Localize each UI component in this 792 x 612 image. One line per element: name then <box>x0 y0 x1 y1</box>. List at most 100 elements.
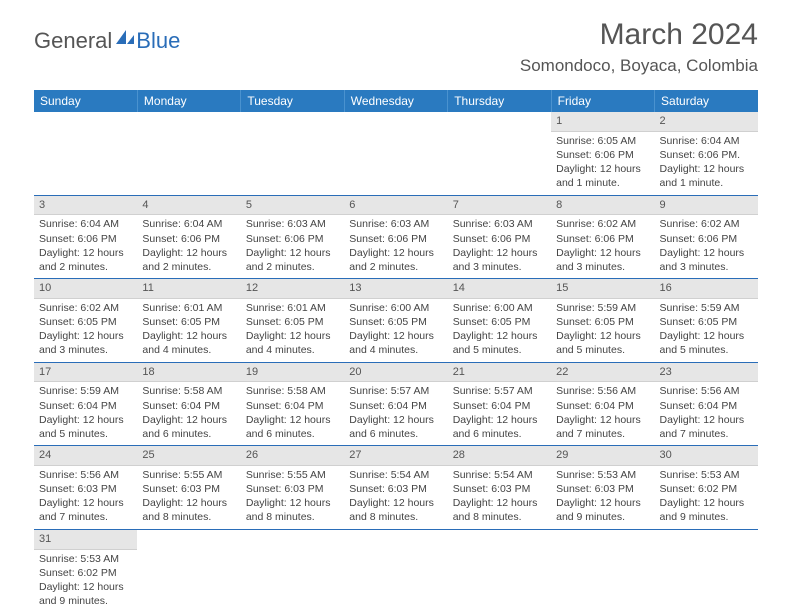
day-header: Sunday <box>34 90 137 112</box>
daylight-text: Daylight: 12 hours and 1 minute. <box>660 162 753 190</box>
day-content: Sunrise: 6:02 AMSunset: 6:06 PMDaylight:… <box>655 215 758 278</box>
calendar-cell: 25Sunrise: 5:55 AMSunset: 6:03 PMDayligh… <box>137 446 240 530</box>
calendar-cell: 24Sunrise: 5:56 AMSunset: 6:03 PMDayligh… <box>34 446 137 530</box>
day-number: 9 <box>655 196 758 216</box>
calendar-cell: 30Sunrise: 5:53 AMSunset: 6:02 PMDayligh… <box>655 446 758 530</box>
day-number: 26 <box>241 446 344 466</box>
day-number: 3 <box>34 196 137 216</box>
sunrise-text: Sunrise: 6:01 AM <box>142 301 235 315</box>
month-title: March 2024 <box>520 18 758 52</box>
daylight-text: Daylight: 12 hours and 2 minutes. <box>349 246 442 274</box>
day-number: 21 <box>448 363 551 383</box>
sunset-text: Sunset: 6:06 PM <box>556 232 649 246</box>
sunrise-text: Sunrise: 5:57 AM <box>453 384 546 398</box>
calendar-cell <box>241 112 344 195</box>
day-content: Sunrise: 5:57 AMSunset: 6:04 PMDaylight:… <box>344 382 447 445</box>
day-content: Sunrise: 5:55 AMSunset: 6:03 PMDaylight:… <box>137 466 240 529</box>
calendar-cell: 31Sunrise: 5:53 AMSunset: 6:02 PMDayligh… <box>34 529 137 612</box>
daylight-text: Daylight: 12 hours and 9 minutes. <box>556 496 649 524</box>
calendar-cell: 23Sunrise: 5:56 AMSunset: 6:04 PMDayligh… <box>655 362 758 446</box>
sunrise-text: Sunrise: 6:04 AM <box>660 134 753 148</box>
calendar-cell <box>551 529 654 612</box>
sunset-text: Sunset: 6:05 PM <box>349 315 442 329</box>
day-number: 23 <box>655 363 758 383</box>
day-content: Sunrise: 5:57 AMSunset: 6:04 PMDaylight:… <box>448 382 551 445</box>
daylight-text: Daylight: 12 hours and 5 minutes. <box>556 329 649 357</box>
day-number: 29 <box>551 446 654 466</box>
daylight-text: Daylight: 12 hours and 9 minutes. <box>660 496 753 524</box>
calendar-cell <box>34 112 137 195</box>
calendar-cell: 13Sunrise: 6:00 AMSunset: 6:05 PMDayligh… <box>344 279 447 363</box>
day-content: Sunrise: 5:59 AMSunset: 6:04 PMDaylight:… <box>34 382 137 445</box>
sunrise-text: Sunrise: 5:54 AM <box>349 468 442 482</box>
day-header: Wednesday <box>344 90 447 112</box>
daylight-text: Daylight: 12 hours and 5 minutes. <box>453 329 546 357</box>
calendar-row: 17Sunrise: 5:59 AMSunset: 6:04 PMDayligh… <box>34 362 758 446</box>
sunset-text: Sunset: 6:05 PM <box>246 315 339 329</box>
sunrise-text: Sunrise: 5:58 AM <box>246 384 339 398</box>
daylight-text: Daylight: 12 hours and 5 minutes. <box>660 329 753 357</box>
day-header: Thursday <box>448 90 551 112</box>
title-block: March 2024 Somondoco, Boyaca, Colombia <box>520 18 758 76</box>
day-number: 27 <box>344 446 447 466</box>
day-number: 2 <box>655 112 758 132</box>
daylight-text: Daylight: 12 hours and 8 minutes. <box>453 496 546 524</box>
day-content: Sunrise: 6:03 AMSunset: 6:06 PMDaylight:… <box>448 215 551 278</box>
day-content: Sunrise: 5:59 AMSunset: 6:05 PMDaylight:… <box>551 299 654 362</box>
day-number: 31 <box>34 530 137 550</box>
day-number: 19 <box>241 363 344 383</box>
day-number: 22 <box>551 363 654 383</box>
calendar-cell <box>448 529 551 612</box>
sunset-text: Sunset: 6:03 PM <box>556 482 649 496</box>
calendar-cell <box>344 529 447 612</box>
sunrise-text: Sunrise: 6:02 AM <box>556 217 649 231</box>
sunrise-text: Sunrise: 5:56 AM <box>556 384 649 398</box>
sunrise-text: Sunrise: 5:53 AM <box>39 552 132 566</box>
calendar-cell: 12Sunrise: 6:01 AMSunset: 6:05 PMDayligh… <box>241 279 344 363</box>
day-number: 13 <box>344 279 447 299</box>
day-number: 30 <box>655 446 758 466</box>
sunset-text: Sunset: 6:03 PM <box>39 482 132 496</box>
daylight-text: Daylight: 12 hours and 6 minutes. <box>453 413 546 441</box>
sunset-text: Sunset: 6:04 PM <box>39 399 132 413</box>
day-content: Sunrise: 6:03 AMSunset: 6:06 PMDaylight:… <box>241 215 344 278</box>
day-content: Sunrise: 6:04 AMSunset: 6:06 PM.Daylight… <box>655 132 758 195</box>
day-content: Sunrise: 6:03 AMSunset: 6:06 PMDaylight:… <box>344 215 447 278</box>
calendar-cell <box>137 112 240 195</box>
day-content: Sunrise: 5:53 AMSunset: 6:02 PMDaylight:… <box>655 466 758 529</box>
day-content: Sunrise: 5:56 AMSunset: 6:04 PMDaylight:… <box>551 382 654 445</box>
sunset-text: Sunset: 6:04 PM <box>142 399 235 413</box>
day-number: 4 <box>137 196 240 216</box>
day-content: Sunrise: 5:53 AMSunset: 6:03 PMDaylight:… <box>551 466 654 529</box>
day-number: 8 <box>551 196 654 216</box>
day-header: Friday <box>551 90 654 112</box>
day-number: 6 <box>344 196 447 216</box>
calendar-cell: 16Sunrise: 5:59 AMSunset: 6:05 PMDayligh… <box>655 279 758 363</box>
location-text: Somondoco, Boyaca, Colombia <box>520 56 758 76</box>
daylight-text: Daylight: 12 hours and 5 minutes. <box>39 413 132 441</box>
logo-text-general: General <box>34 28 112 54</box>
header-row: Sunday Monday Tuesday Wednesday Thursday… <box>34 90 758 112</box>
sunrise-text: Sunrise: 6:03 AM <box>349 217 442 231</box>
calendar-cell: 7Sunrise: 6:03 AMSunset: 6:06 PMDaylight… <box>448 195 551 279</box>
calendar-cell: 20Sunrise: 5:57 AMSunset: 6:04 PMDayligh… <box>344 362 447 446</box>
calendar-row: 1Sunrise: 6:05 AMSunset: 6:06 PMDaylight… <box>34 112 758 195</box>
day-number: 12 <box>241 279 344 299</box>
day-number: 24 <box>34 446 137 466</box>
sunset-text: Sunset: 6:06 PM <box>39 232 132 246</box>
calendar-cell: 26Sunrise: 5:55 AMSunset: 6:03 PMDayligh… <box>241 446 344 530</box>
calendar-cell: 9Sunrise: 6:02 AMSunset: 6:06 PMDaylight… <box>655 195 758 279</box>
daylight-text: Daylight: 12 hours and 3 minutes. <box>453 246 546 274</box>
day-content: Sunrise: 6:02 AMSunset: 6:05 PMDaylight:… <box>34 299 137 362</box>
day-number: 5 <box>241 196 344 216</box>
day-header: Monday <box>137 90 240 112</box>
calendar-cell: 10Sunrise: 6:02 AMSunset: 6:05 PMDayligh… <box>34 279 137 363</box>
sunset-text: Sunset: 6:04 PM <box>556 399 649 413</box>
day-content: Sunrise: 5:58 AMSunset: 6:04 PMDaylight:… <box>137 382 240 445</box>
calendar-cell: 3Sunrise: 6:04 AMSunset: 6:06 PMDaylight… <box>34 195 137 279</box>
sunset-text: Sunset: 6:05 PM <box>142 315 235 329</box>
day-content: Sunrise: 6:01 AMSunset: 6:05 PMDaylight:… <box>137 299 240 362</box>
sunrise-text: Sunrise: 6:02 AM <box>660 217 753 231</box>
calendar-cell: 1Sunrise: 6:05 AMSunset: 6:06 PMDaylight… <box>551 112 654 195</box>
day-content: Sunrise: 5:59 AMSunset: 6:05 PMDaylight:… <box>655 299 758 362</box>
